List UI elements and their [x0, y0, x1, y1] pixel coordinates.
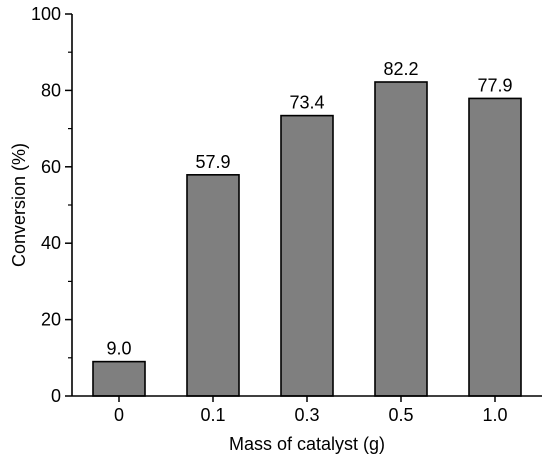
y-tick-label-80: 80 — [41, 80, 61, 100]
data-label-0.1: 57.9 — [195, 152, 230, 172]
x-tick-label-0.1: 0.1 — [200, 405, 225, 425]
data-label-0.5: 82.2 — [383, 59, 418, 79]
y-tick-label-60: 60 — [41, 157, 61, 177]
y-tick-label-20: 20 — [41, 310, 61, 330]
x-tick-label-0.3: 0.3 — [294, 405, 319, 425]
bars-group — [92, 81, 522, 397]
data-label-0: 9.0 — [106, 339, 131, 359]
bar-0.1 — [186, 174, 240, 397]
y-tick-label-100: 100 — [31, 4, 61, 24]
x-tick-label-0.5: 0.5 — [388, 405, 413, 425]
y-tick-label-40: 40 — [41, 233, 61, 253]
bar-0 — [92, 360, 146, 397]
bar-1.0 — [468, 97, 522, 397]
x-tick-label-0: 0 — [114, 405, 124, 425]
bar-0.3 — [280, 114, 334, 397]
x-tick-label-1.0: 1.0 — [482, 405, 507, 425]
bar-0.5 — [374, 81, 428, 397]
x-axis-title: Mass of catalyst (g) — [229, 434, 385, 454]
y-tick-label-0: 0 — [51, 386, 61, 406]
ticks-group: 0 0.1 0.3 0.5 1.0 0 20 40 60 80 100 — [31, 4, 508, 425]
data-label-1.0: 77.9 — [477, 75, 512, 95]
data-labels-group: 9.0 57.9 73.4 82.2 77.9 — [106, 59, 512, 359]
data-label-0.3: 73.4 — [289, 93, 324, 113]
y-axis-title: Conversion (%) — [9, 143, 29, 267]
